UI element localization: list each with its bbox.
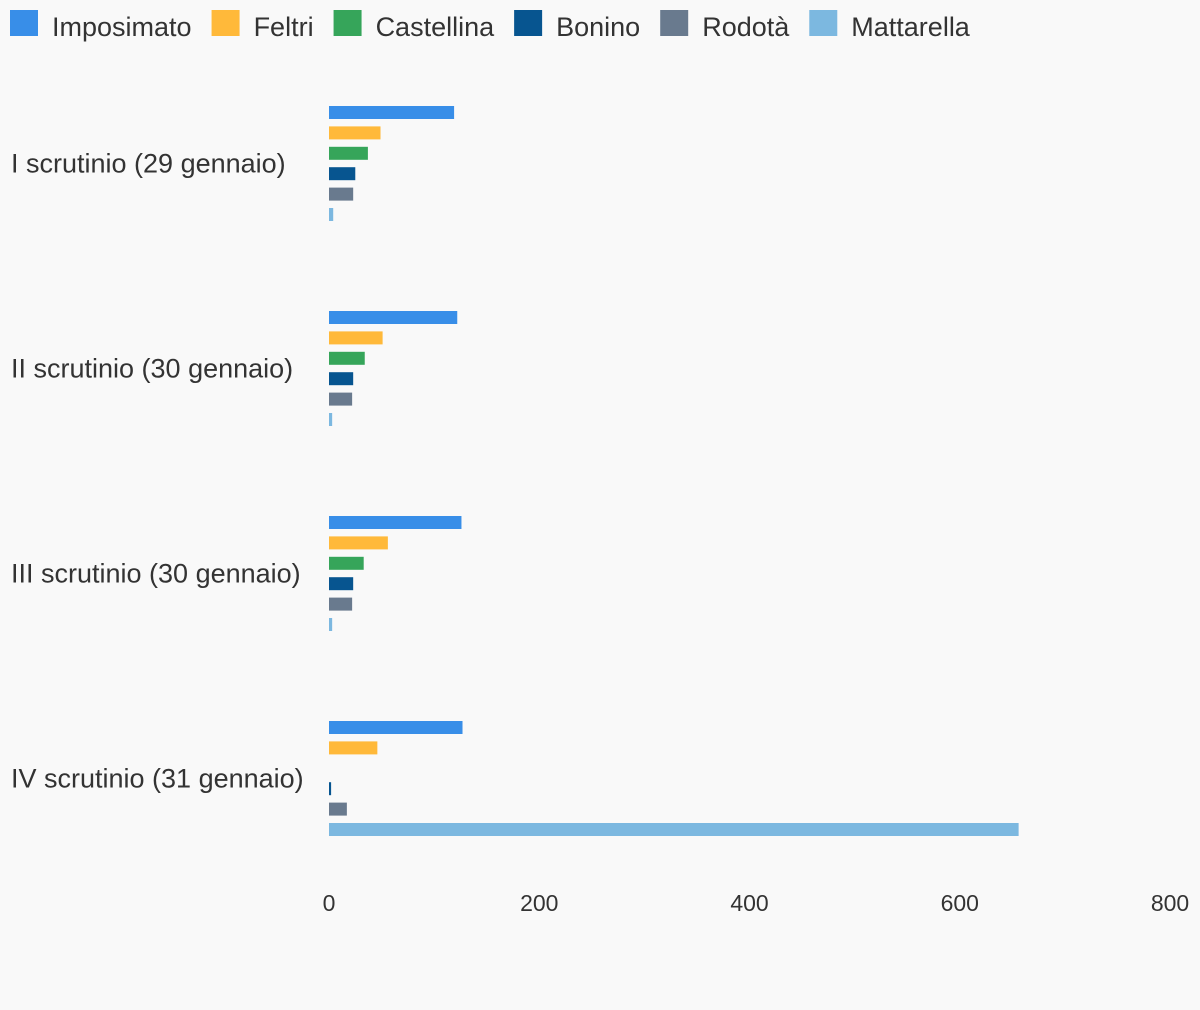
x-tick-label: 200: [520, 890, 558, 916]
bar-rodota: [329, 187, 354, 201]
category-label: IV scrutinio (31 gennaio): [11, 764, 304, 794]
x-tick-label: 800: [1151, 890, 1189, 916]
bar-bonino: [329, 167, 356, 181]
legend-label-mattarella: Mattarella: [851, 12, 971, 42]
bar-feltri: [329, 331, 383, 345]
bar-imposimato: [329, 721, 463, 734]
legend: Imposimato Feltri Castellina Bonino Rodotà Ma…: [10, 10, 971, 42]
x-tick-label: 600: [941, 890, 979, 916]
bar-castellina: [329, 556, 364, 570]
bar-bonino: [329, 372, 354, 386]
legend-swatch-rodota: [660, 10, 689, 36]
category-label: II scrutinio (30 gennaio): [11, 354, 293, 384]
bars: [329, 106, 1019, 836]
bar-mattarella: [329, 618, 333, 631]
bar-imposimato: [329, 311, 458, 324]
bar-bonino: [329, 782, 332, 796]
legend-swatch-bonino: [514, 10, 543, 36]
legend-swatch-mattarella: [809, 10, 838, 36]
bar-imposimato: [329, 106, 455, 119]
bar-rodota: [329, 392, 353, 406]
bar-mattarella: [329, 208, 334, 221]
x-tick-label: 0: [323, 890, 336, 916]
legend-swatch-imposimato: [10, 10, 38, 36]
bar-rodota: [329, 597, 353, 611]
legend-label-castellina: Castellina: [376, 12, 496, 42]
legend-label-rodota: Rodotà: [702, 12, 790, 42]
bar-rodota: [329, 802, 347, 816]
legend-label-imposimato: Imposimato: [52, 12, 192, 42]
category-axis: I scrutinio (29 gennaio) II scrutinio (30…: [11, 149, 304, 794]
bar-castellina: [329, 146, 368, 160]
x-tick-label: 400: [730, 890, 768, 916]
bar-mattarella: [329, 413, 333, 426]
value-axis: 0 200 400 600 800: [323, 890, 1190, 916]
bar-imposimato: [329, 516, 462, 529]
legend-label-feltri: Feltri: [254, 12, 314, 42]
category-label: III scrutinio (30 gennaio): [11, 559, 301, 589]
bar-feltri: [329, 126, 381, 140]
bar-castellina: [329, 351, 365, 365]
legend-swatch-feltri: [211, 10, 240, 36]
bar-feltri: [329, 741, 378, 755]
legend-label-bonino: Bonino: [556, 12, 640, 42]
bar-mattarella: [329, 823, 1019, 836]
legend-swatch-castellina: [333, 10, 362, 36]
category-label: I scrutinio (29 gennaio): [11, 149, 286, 179]
bar-bonino: [329, 577, 354, 591]
bar-feltri: [329, 536, 388, 550]
